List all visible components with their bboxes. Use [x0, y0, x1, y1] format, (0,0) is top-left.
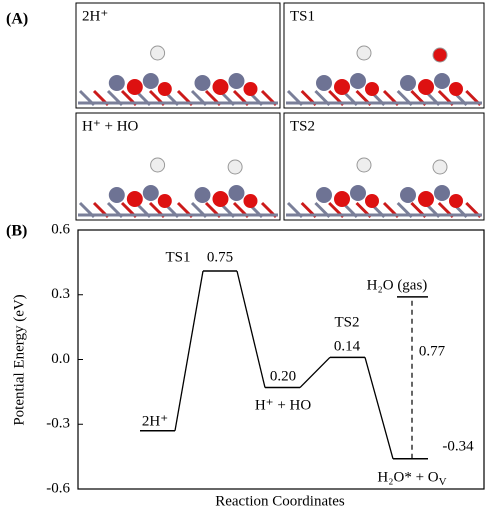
energy-annotation: -0.34	[442, 438, 474, 454]
y-tick-label: 0.3	[51, 286, 70, 302]
atom	[316, 187, 332, 203]
atom	[334, 191, 350, 207]
y-axis-label: Potential Energy (eV)	[11, 294, 27, 425]
atom	[228, 185, 245, 201]
y-tick-label: -0.6	[46, 480, 70, 496]
atom	[418, 79, 434, 95]
atom	[157, 194, 172, 208]
panel-label: (B)	[6, 223, 27, 240]
atom	[334, 79, 350, 95]
atom	[227, 159, 243, 175]
energy-annotation: 0.75	[207, 249, 233, 265]
atom	[356, 45, 372, 61]
level-label: H⁺ + HO	[255, 397, 312, 413]
connector	[236, 270, 266, 388]
level-label: H₂O* + OV	[377, 469, 446, 487]
structure-label: 2H⁺	[82, 8, 108, 24]
atom	[432, 159, 448, 175]
structure-box	[283, 2, 485, 109]
level-label: TS2	[334, 314, 359, 330]
energy-annotation: 0.20	[270, 368, 296, 384]
atom	[449, 82, 463, 96]
subscript: V	[439, 476, 447, 488]
y-tick-label: 0.6	[51, 221, 70, 237]
atom	[400, 75, 416, 91]
atom	[108, 75, 125, 91]
atom	[243, 82, 258, 96]
atom	[142, 73, 159, 89]
atom	[434, 73, 450, 89]
atom	[126, 79, 143, 95]
y-tick-label: 0.0	[51, 351, 70, 367]
atom	[449, 194, 463, 208]
structure-label: TS2	[290, 118, 315, 134]
structure-panels: 2H⁺ TS1 H⁺ + HO TS2	[75, 2, 485, 221]
atom	[350, 185, 366, 201]
atom	[432, 47, 448, 63]
atom	[212, 79, 229, 95]
atom	[356, 157, 372, 173]
atom	[157, 82, 172, 96]
atom	[365, 194, 379, 208]
energy-annotation: 0.14	[334, 338, 361, 354]
atom	[228, 73, 245, 89]
atom	[108, 187, 125, 203]
atom	[434, 185, 450, 201]
y-tick-label: -0.3	[46, 416, 70, 432]
connector	[174, 270, 204, 431]
atom	[126, 191, 143, 207]
atom	[243, 194, 258, 208]
atom	[418, 191, 434, 207]
atom	[150, 157, 166, 173]
plot-frame	[77, 229, 485, 490]
level-label: 2H⁺	[142, 413, 168, 429]
panel-label: (A)	[6, 11, 28, 28]
structure-label: TS1	[290, 8, 315, 24]
atom	[150, 45, 166, 61]
energy-annotation: 0.77	[419, 343, 446, 359]
atom	[194, 187, 211, 203]
level-label: H₂O (gas)	[367, 277, 428, 293]
atom	[142, 185, 159, 201]
atom	[365, 82, 379, 96]
level-label: TS1	[165, 249, 190, 265]
structure-label: H⁺ + HO	[82, 118, 139, 134]
atom	[350, 73, 366, 89]
connector	[299, 356, 331, 389]
x-axis-label: Reaction Coordinates	[215, 493, 345, 509]
atom	[400, 187, 416, 203]
atom	[194, 75, 211, 91]
connector	[364, 357, 394, 459]
atom	[212, 191, 229, 207]
atom	[316, 75, 332, 91]
